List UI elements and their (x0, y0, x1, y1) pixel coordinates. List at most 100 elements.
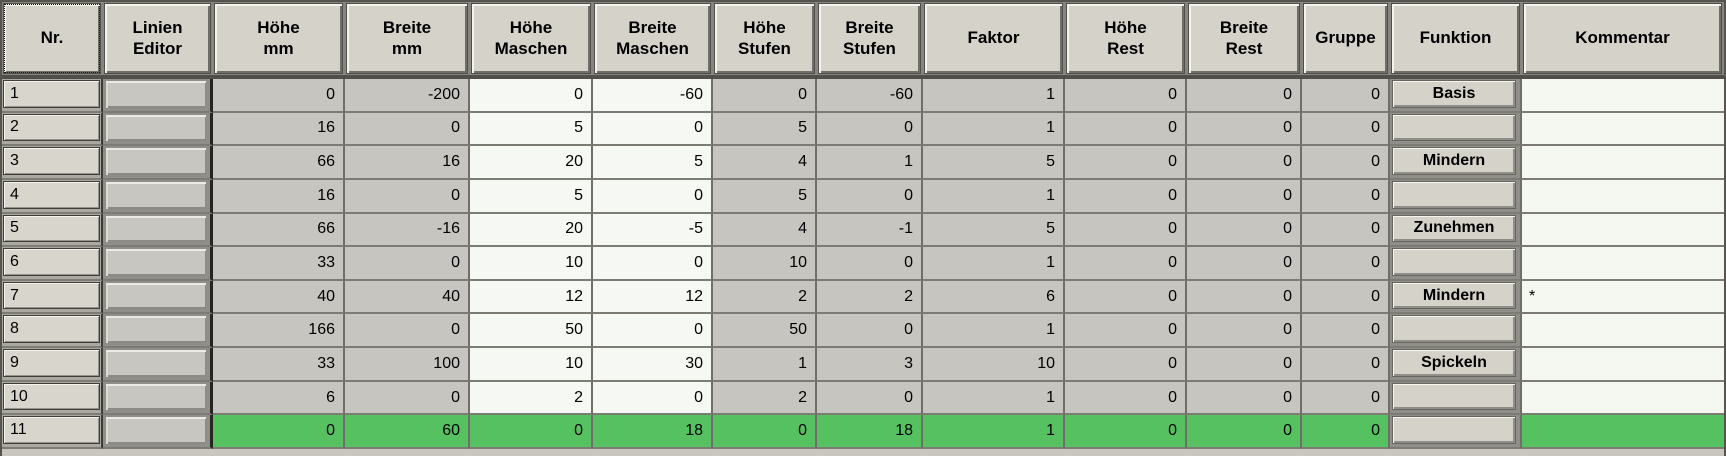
column-header-nr[interactable]: Nr. (3, 3, 101, 74)
cell-breite_stufen[interactable]: -60 (817, 79, 923, 113)
cell-breite_mm[interactable]: 0 (345, 247, 470, 281)
cell-faktor[interactable]: 5 (923, 213, 1065, 248)
row-number-button[interactable]: 8 (3, 315, 100, 344)
funktion-button[interactable] (1392, 315, 1516, 344)
cell-faktor[interactable]: 1 (923, 79, 1065, 113)
cell-breite_maschen[interactable]: 0 (593, 112, 713, 147)
cell-hoehe_maschen[interactable]: 0 (470, 415, 593, 450)
cell-breite_maschen[interactable]: 12 (593, 280, 713, 315)
row-number-button[interactable]: 9 (3, 349, 100, 377)
cell-breite_rest[interactable]: 0 (1187, 314, 1302, 349)
cell-breite_stufen[interactable]: -1 (817, 213, 923, 248)
cell-kommentar[interactable] (1522, 381, 1724, 416)
cell-breite_rest[interactable]: 0 (1187, 79, 1302, 113)
cell-faktor[interactable]: 5 (923, 146, 1065, 180)
funktion-button[interactable]: Basis (1392, 80, 1516, 108)
cell-hoehe_rest[interactable]: 0 (1065, 280, 1187, 315)
cell-breite_mm[interactable]: 100 (345, 348, 470, 382)
cell-gruppe[interactable]: 0 (1302, 348, 1390, 382)
cell-breite_rest[interactable]: 0 (1187, 381, 1302, 416)
row-number-button[interactable]: 6 (3, 248, 100, 276)
cell-kommentar[interactable] (1522, 213, 1724, 248)
cell-gruppe[interactable]: 0 (1302, 381, 1390, 416)
column-header-hoehe_stufen[interactable]: Höhe Stufen (714, 3, 815, 74)
cell-breite_maschen[interactable]: -5 (593, 213, 713, 248)
cell-hoehe_mm[interactable]: 66 (213, 146, 345, 180)
linien-editor-button[interactable] (106, 383, 206, 411)
cell-hoehe_mm[interactable]: 40 (213, 280, 345, 315)
cell-faktor[interactable]: 1 (923, 112, 1065, 147)
cell-breite_mm[interactable]: 40 (345, 280, 470, 315)
linien-editor-button[interactable] (106, 249, 206, 276)
cell-breite_stufen[interactable]: 0 (817, 381, 923, 416)
cell-gruppe[interactable]: 0 (1302, 247, 1390, 281)
cell-breite_maschen[interactable]: 0 (593, 314, 713, 349)
cell-breite_stufen[interactable]: 3 (817, 348, 923, 382)
cell-hoehe_rest[interactable]: 0 (1065, 112, 1187, 147)
cell-breite_stufen[interactable]: 0 (817, 247, 923, 281)
cell-gruppe[interactable]: 0 (1302, 280, 1390, 315)
funktion-button[interactable] (1392, 113, 1516, 142)
cell-hoehe_mm[interactable]: 33 (213, 247, 345, 281)
cell-breite_mm[interactable]: 0 (345, 314, 470, 349)
cell-kommentar[interactable] (1522, 415, 1724, 450)
row-number-button[interactable]: 3 (3, 147, 100, 175)
column-header-breite_rest[interactable]: Breite Rest (1188, 3, 1300, 74)
cell-hoehe_stufen[interactable]: 2 (713, 381, 817, 416)
funktion-button[interactable] (1392, 248, 1516, 276)
linien-editor-button[interactable] (106, 114, 206, 142)
linien-editor-button[interactable] (106, 215, 206, 243)
cell-breite_mm[interactable]: 16 (345, 146, 470, 180)
cell-breite_mm[interactable]: 60 (345, 415, 470, 450)
linien-editor-button[interactable] (106, 148, 206, 175)
cell-hoehe_rest[interactable]: 0 (1065, 146, 1187, 180)
cell-hoehe_maschen[interactable]: 0 (470, 79, 593, 113)
cell-gruppe[interactable]: 0 (1302, 79, 1390, 113)
linien-editor-button[interactable] (106, 181, 206, 209)
cell-breite_maschen[interactable]: 5 (593, 146, 713, 180)
cell-gruppe[interactable]: 0 (1302, 146, 1390, 180)
row-number-button[interactable]: 5 (3, 214, 100, 243)
cell-hoehe_rest[interactable]: 0 (1065, 179, 1187, 214)
cell-kommentar[interactable] (1522, 348, 1724, 382)
cell-hoehe_rest[interactable]: 0 (1065, 247, 1187, 281)
cell-hoehe_rest[interactable]: 0 (1065, 348, 1187, 382)
cell-hoehe_stufen[interactable]: 5 (713, 112, 817, 147)
cell-faktor[interactable]: 1 (923, 179, 1065, 214)
cell-hoehe_stufen[interactable]: 4 (713, 146, 817, 180)
cell-hoehe_mm[interactable]: 16 (213, 112, 345, 147)
column-header-breite_stufen[interactable]: Breite Stufen (818, 3, 921, 74)
cell-breite_stufen[interactable]: 0 (817, 112, 923, 147)
cell-hoehe_rest[interactable]: 0 (1065, 213, 1187, 248)
cell-faktor[interactable]: 6 (923, 280, 1065, 315)
cell-faktor[interactable]: 10 (923, 348, 1065, 382)
cell-hoehe_mm[interactable]: 66 (213, 213, 345, 248)
cell-hoehe_maschen[interactable]: 12 (470, 280, 593, 315)
cell-hoehe_maschen[interactable]: 5 (470, 179, 593, 214)
cell-faktor[interactable]: 1 (923, 415, 1065, 450)
cell-breite_maschen[interactable]: 0 (593, 381, 713, 416)
cell-breite_maschen[interactable]: 18 (593, 415, 713, 450)
cell-hoehe_stufen[interactable]: 0 (713, 79, 817, 113)
cell-hoehe_maschen[interactable]: 10 (470, 348, 593, 382)
cell-breite_stufen[interactable]: 0 (817, 314, 923, 349)
row-number-button[interactable]: 2 (3, 113, 100, 142)
column-header-breite_mm[interactable]: Breite mm (346, 3, 468, 74)
cell-faktor[interactable]: 1 (923, 314, 1065, 349)
cell-hoehe_maschen[interactable]: 5 (470, 112, 593, 147)
column-header-faktor[interactable]: Faktor (924, 3, 1063, 74)
row-number-button[interactable]: 4 (3, 180, 100, 209)
cell-breite_mm[interactable]: -16 (345, 213, 470, 248)
cell-hoehe_rest[interactable]: 0 (1065, 79, 1187, 113)
cell-kommentar[interactable]: * (1522, 280, 1724, 315)
cell-hoehe_stufen[interactable]: 1 (713, 348, 817, 382)
cell-hoehe_maschen[interactable]: 10 (470, 247, 593, 281)
funktion-button[interactable]: Spickeln (1392, 349, 1516, 377)
column-header-hoehe_mm[interactable]: Höhe mm (214, 3, 343, 74)
cell-hoehe_rest[interactable]: 0 (1065, 381, 1187, 416)
cell-breite_maschen[interactable]: 0 (593, 247, 713, 281)
cell-hoehe_maschen[interactable]: 2 (470, 381, 593, 416)
cell-hoehe_rest[interactable]: 0 (1065, 314, 1187, 349)
column-header-breite_maschen[interactable]: Breite Maschen (594, 3, 711, 74)
funktion-button[interactable]: Zunehmen (1392, 214, 1516, 243)
